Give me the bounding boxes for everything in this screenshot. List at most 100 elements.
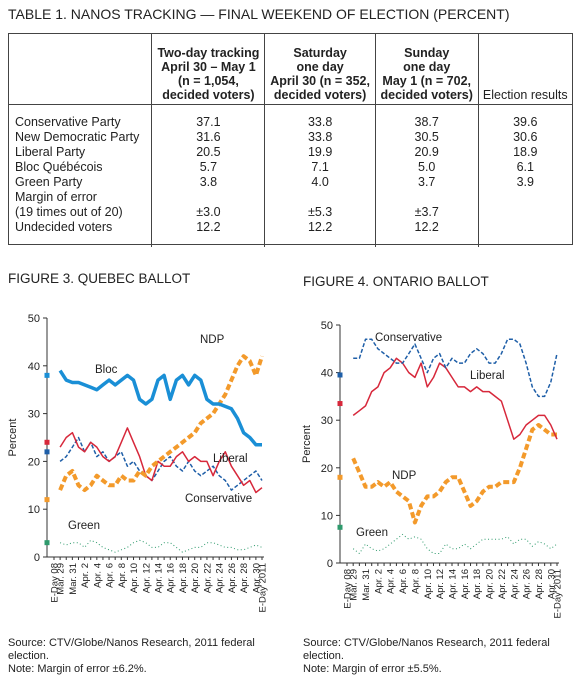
eday-08-marker — [44, 497, 50, 503]
cell: 12.2 — [374, 220, 479, 247]
series-line — [58, 354, 264, 493]
cell: 39.6 — [477, 104, 572, 130]
cell: 37.1 — [151, 104, 265, 130]
chart-title: FIGURE 4. ONTARIO BALLOT — [303, 274, 489, 289]
table-box: Two-day tracking April 30 – May 1 (n = 1,0… — [8, 33, 573, 247]
chart-title: FIGURE 3. QUEBEC BALLOT — [8, 271, 190, 286]
cell: 31.6 — [151, 130, 265, 145]
table-row: Undecided voters 12.2 12.2 12.2 — [9, 220, 572, 247]
series-label: Conservative — [185, 493, 252, 505]
table-row: Green Party 3.8 4.0 3.7 3.9 — [9, 175, 572, 190]
cell: 12.2 — [264, 220, 376, 247]
y-tick-label: 0 — [327, 558, 333, 570]
source: Source: CTV/Globe/Nanos Research, 2011 f… — [8, 637, 255, 662]
cell: 6.1 — [477, 160, 572, 175]
eday-08-marker — [44, 540, 50, 546]
series-label: Green — [68, 520, 100, 532]
cell: ±3.7 — [374, 190, 479, 220]
eday-08-marker — [337, 372, 343, 378]
series-label: NDP — [392, 470, 417, 482]
x-tick-label: Apr. 20 — [190, 563, 201, 593]
x-tick-label: Apr. 4 — [386, 569, 397, 594]
cell: 3.7 — [374, 175, 479, 190]
series-line — [58, 369, 262, 447]
x-tick-label: E-Day 2011 — [553, 569, 564, 618]
x-tick-label: Apr. 6 — [398, 569, 409, 594]
series-label: Conservative — [375, 332, 442, 344]
cell: 30.6 — [477, 130, 572, 145]
cell: 5.0 — [374, 160, 479, 175]
header-line: (n = 1,054, — [178, 74, 239, 88]
cell: ±3.0 — [151, 190, 265, 220]
note: Note: Margin of error ±6.2%. — [8, 663, 147, 675]
row-label: Margin of error (19 times out of 20) — [15, 190, 123, 219]
cell: 7.1 — [264, 160, 376, 175]
cell: 18.9 — [477, 145, 572, 160]
x-tick-label: Apr. 2 — [373, 569, 384, 594]
x-tick-label: Apr. 12 — [435, 569, 446, 599]
header-cell: Two-day tracking April 30 – May 1 (n = 1,0… — [151, 34, 265, 105]
x-tick-label: Apr. 10 — [129, 563, 140, 593]
series-line — [353, 338, 558, 398]
header-line: decided voters) — [273, 88, 367, 102]
x-tick-label: Apr. 22 — [497, 569, 508, 599]
cell: 12.2 — [151, 220, 265, 247]
x-tick-label: Apr. 18 — [178, 563, 189, 593]
row-label: Bloc Québécois — [15, 160, 103, 174]
x-tick-label: Apr. 6 — [105, 563, 116, 588]
eday-08-marker — [44, 372, 50, 378]
x-tick-label: Apr. 30 — [546, 569, 557, 599]
header-line: Election results — [482, 88, 568, 102]
header-line: one day — [296, 60, 344, 74]
series-line — [59, 436, 263, 491]
cell: 3.9 — [477, 175, 572, 190]
table-row: New Democratic Party 31.6 33.8 30.5 30.6 — [9, 130, 572, 145]
row-label: Undecided voters — [15, 220, 113, 234]
x-tick-label: E-Day 08 — [343, 569, 354, 609]
x-tick-label: Apr. 26 — [227, 563, 238, 593]
x-tick-label: Apr. 4 — [92, 563, 103, 588]
y-tick-label: 30 — [321, 415, 333, 427]
series-label: Liberal — [470, 370, 505, 382]
eday-08-marker — [337, 524, 343, 530]
header-line: Two-day tracking — [157, 46, 260, 60]
header-line: April 30 (n = 352, — [270, 74, 370, 88]
x-tick-label: E-Day 2011 — [258, 563, 269, 612]
source-block: Source: CTV/Globe/Nanos Research, 2011 f… — [8, 637, 273, 676]
header-line: Saturday — [293, 46, 347, 60]
x-tick-label: Apr. 16 — [460, 569, 471, 599]
y-tick-label: 40 — [28, 361, 40, 373]
cell: 20.9 — [374, 145, 479, 160]
x-tick-label: Apr. 30 — [251, 563, 262, 593]
x-tick-label: Apr. 26 — [522, 569, 533, 599]
x-tick-label: Apr. 2 — [80, 563, 91, 588]
cell: 19.9 — [264, 145, 376, 160]
y-tick-label: 30 — [28, 409, 40, 421]
header-line: one day — [403, 60, 451, 74]
series-line — [59, 427, 263, 494]
header-cell: Sunday one day May 1 (n = 702, decided vote… — [374, 34, 479, 105]
x-tick-label: Apr. 14 — [448, 569, 459, 599]
row-label: Green Party — [15, 175, 83, 189]
x-tick-label: Apr. 24 — [509, 569, 520, 599]
y-tick-label: 50 — [28, 313, 40, 325]
series-label: Green — [356, 527, 388, 539]
note: Note: Margin of error ±5.5%. — [303, 663, 442, 675]
table-row: Bloc Québécois 5.7 7.1 5.0 6.1 — [9, 160, 572, 175]
x-tick-label: Apr. 14 — [154, 563, 165, 593]
x-tick-label: Mar. 29 — [56, 563, 67, 595]
series-line — [352, 357, 558, 440]
eday-08-marker — [337, 474, 343, 480]
series-label: Bloc — [95, 364, 118, 376]
y-axis-label: Percent — [301, 425, 313, 463]
header-line: May 1 (n = 702, — [382, 74, 471, 88]
header-cell: Election results — [477, 34, 572, 105]
row-label: New Democratic Party — [15, 130, 140, 144]
table-row: Liberal Party 20.5 19.9 20.9 18.9 — [9, 145, 572, 160]
eday-08-marker — [44, 449, 50, 455]
x-tick-label: Mar. 31 — [68, 563, 79, 595]
header-line: Sunday — [404, 46, 450, 60]
x-tick-label: Apr. 12 — [141, 563, 152, 593]
y-tick-label: 20 — [28, 456, 40, 468]
